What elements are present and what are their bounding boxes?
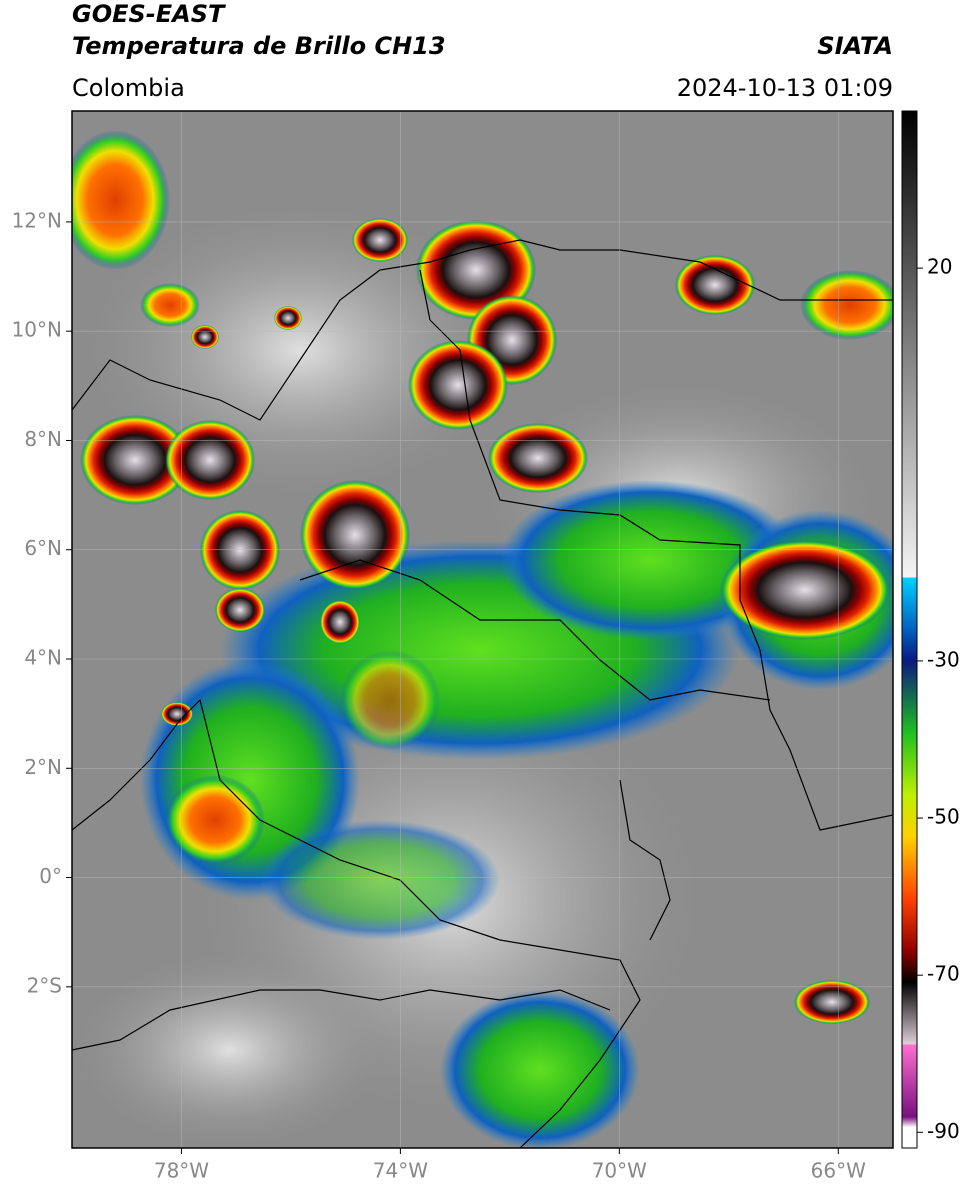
- lon-tick-label: 70°W: [592, 1159, 647, 1183]
- colorbar-tick-label: -50: [927, 805, 960, 829]
- graticule: [72, 111, 893, 1148]
- lat-tick-label: 8°N: [24, 427, 62, 451]
- lat-tick-label: 2°S: [27, 973, 62, 997]
- region: Colombia: [72, 74, 185, 102]
- subtitle: Temperatura de Brillo CH13: [72, 32, 446, 60]
- lat-tick-label: 12°N: [12, 208, 62, 232]
- lon-tick-label: 78°W: [154, 1159, 209, 1183]
- colorbar-tick-label: -70: [927, 962, 960, 986]
- colorbar-tick-label: -30: [927, 647, 960, 671]
- lon-tick-label: 66°W: [811, 1159, 866, 1183]
- lat-tick-label: 2°N: [24, 755, 62, 779]
- colorbar: [901, 110, 918, 1149]
- datetime: 2024-10-13 01:09: [677, 74, 893, 102]
- source: SIATA: [817, 32, 893, 60]
- colorbar-tick-label: -90: [927, 1119, 960, 1143]
- lon-tick-label: 74°W: [373, 1159, 428, 1183]
- lat-tick-label: 0°: [39, 864, 62, 888]
- map-frame: [71, 110, 894, 1149]
- satellite-image: [72, 111, 893, 1148]
- lat-tick-label: 6°N: [24, 536, 62, 560]
- colorbar-tick-label: 20: [927, 255, 952, 279]
- lat-tick-label: 10°N: [12, 318, 62, 342]
- title: GOES-EAST: [72, 0, 226, 28]
- lat-tick-label: 4°N: [24, 646, 62, 670]
